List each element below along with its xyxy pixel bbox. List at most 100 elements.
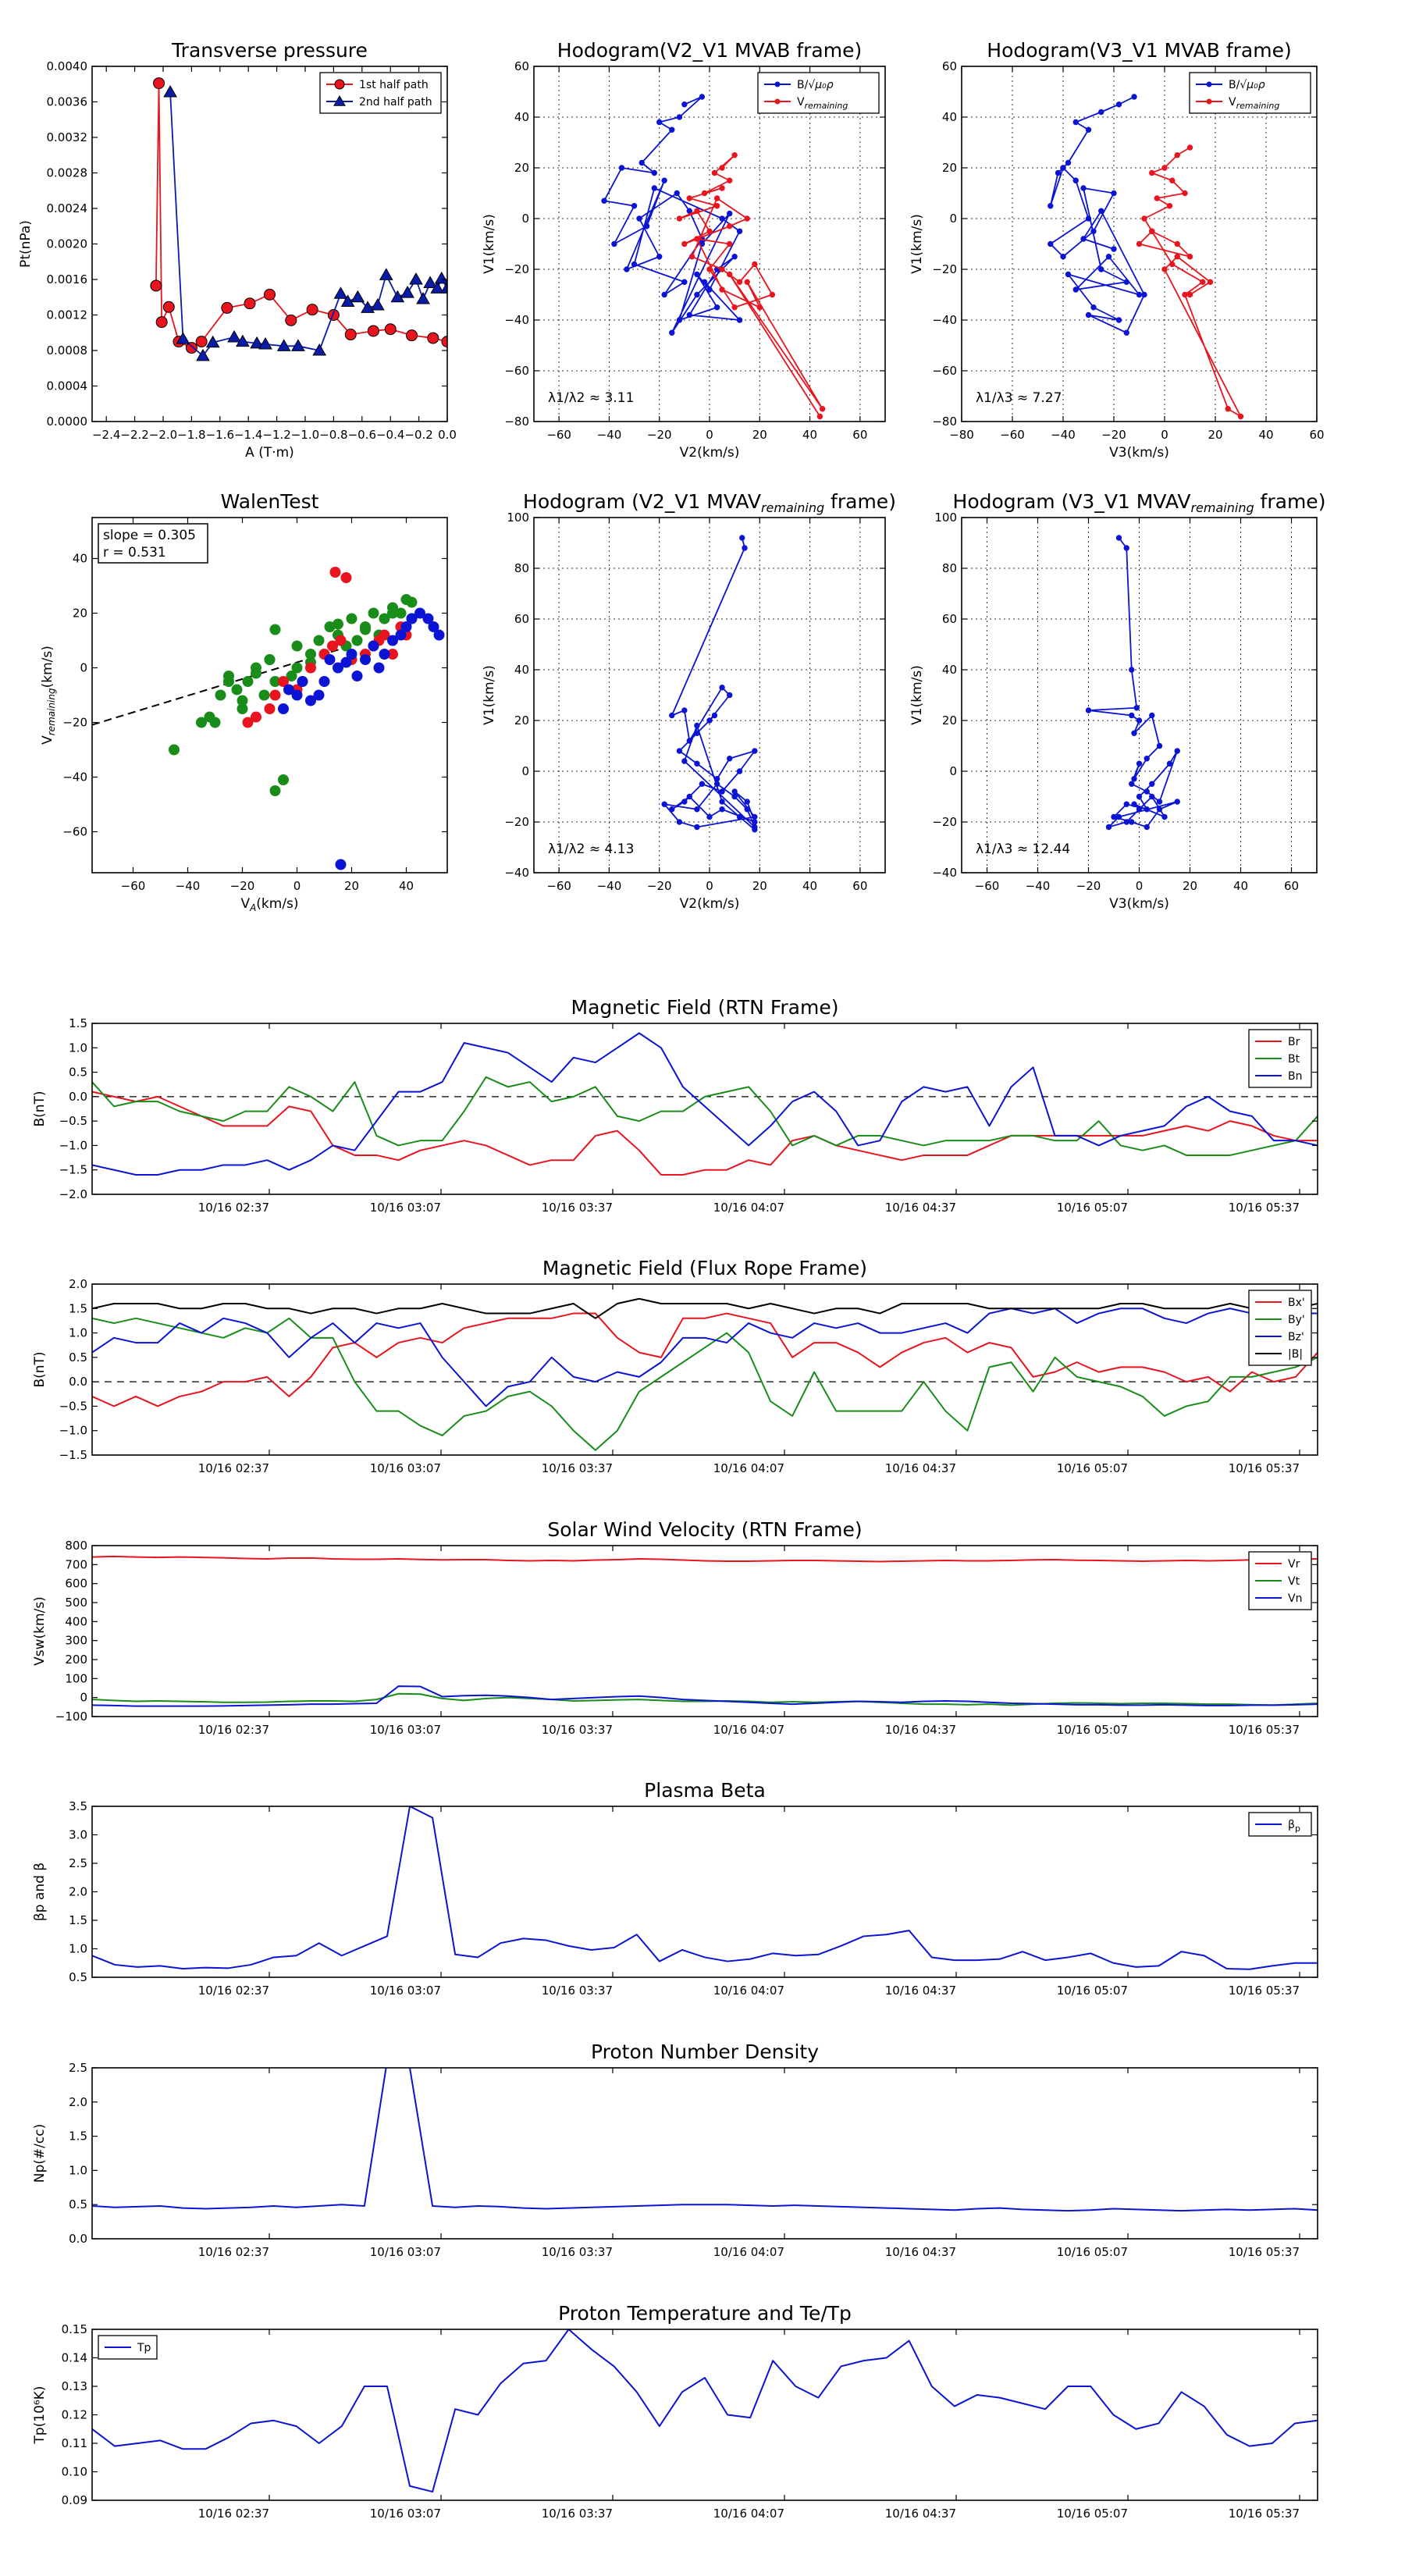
data-point bbox=[706, 286, 713, 293]
legend-item: Vt bbox=[1255, 1575, 1300, 1588]
data-point bbox=[656, 119, 663, 126]
x-tick-label: 20 bbox=[752, 428, 767, 442]
y-tick-label: 0.0004 bbox=[47, 379, 88, 393]
series-V_remaining bbox=[1136, 144, 1244, 420]
x-tick-label: −0.8 bbox=[319, 428, 347, 442]
data-point bbox=[1174, 748, 1180, 754]
data-point bbox=[1174, 152, 1180, 158]
y-tick-label: 3.5 bbox=[69, 1799, 87, 1813]
x-tick-label: 10/16 05:07 bbox=[1057, 1723, 1128, 1737]
legend-marker bbox=[1206, 98, 1212, 105]
data-point bbox=[651, 185, 657, 191]
x-tick-label: 10/16 05:07 bbox=[1057, 2245, 1128, 2259]
y-axis-label: B(nT) bbox=[32, 1091, 48, 1126]
data-point bbox=[387, 635, 398, 646]
y-tick-label: −40 bbox=[932, 313, 957, 327]
x-tick-label: 20 bbox=[1208, 428, 1222, 442]
x-tick-label: 0 bbox=[1161, 428, 1168, 442]
y-tick-label: 500 bbox=[65, 1596, 87, 1610]
x-tick-label: 10/16 05:37 bbox=[1229, 1984, 1300, 1998]
data-point bbox=[251, 662, 261, 674]
legend-label: |B| bbox=[1288, 1348, 1303, 1361]
data-point bbox=[727, 271, 733, 278]
data-point bbox=[423, 276, 438, 289]
chart-p2: Hodogram(V2_V1 MVAB frame) −60 −40 −20 0 20 40… bbox=[482, 39, 886, 461]
x-tick-label: −60 bbox=[546, 428, 571, 442]
data-point bbox=[305, 649, 316, 660]
chart-title: Solar Wind Velocity (RTN Frame) bbox=[547, 1518, 862, 1541]
legend-item: B/√μ₀ρ bbox=[764, 79, 834, 91]
data-point bbox=[333, 286, 348, 299]
data-point bbox=[736, 279, 743, 285]
data-point bbox=[701, 190, 708, 197]
axes-frame bbox=[91, 1545, 1318, 1717]
x-tick-label: 10/16 03:37 bbox=[542, 2507, 613, 2521]
data-point bbox=[638, 159, 645, 166]
data-point bbox=[676, 748, 683, 754]
data-point bbox=[674, 190, 680, 197]
y-tick-label: 600 bbox=[65, 1577, 87, 1591]
legend-label: B/√μ₀ρ bbox=[797, 79, 834, 91]
data-point bbox=[713, 781, 720, 787]
y-tick-label: 0.0036 bbox=[47, 95, 88, 109]
data-point bbox=[731, 152, 738, 158]
data-point bbox=[636, 215, 642, 222]
legend-frame bbox=[757, 72, 880, 114]
data-point bbox=[1136, 806, 1143, 813]
data-point bbox=[694, 236, 700, 242]
x-tick-label: 60 bbox=[852, 879, 867, 893]
y-tick-label: 60 bbox=[942, 59, 957, 73]
series-1 bbox=[242, 567, 412, 728]
series-line bbox=[155, 82, 447, 349]
series-0 bbox=[661, 535, 758, 833]
y-tick-label: 60 bbox=[514, 612, 529, 626]
x-axis-label: V3(km/s) bbox=[1109, 896, 1169, 912]
series-line bbox=[92, 1076, 1318, 1156]
legend-label: Vr bbox=[1288, 1558, 1300, 1571]
series-line bbox=[92, 2068, 1318, 2212]
data-point bbox=[1136, 793, 1143, 800]
data-point bbox=[744, 215, 750, 222]
x-tick-label: 10/16 05:37 bbox=[1229, 2507, 1300, 2521]
axes-frame bbox=[533, 66, 886, 422]
data-point bbox=[699, 94, 706, 100]
data-point bbox=[335, 859, 347, 870]
y-tick-label: −40 bbox=[504, 866, 529, 880]
data-point bbox=[688, 254, 695, 260]
data-point bbox=[739, 535, 745, 541]
y-tick-label: −60 bbox=[932, 364, 957, 378]
y-tick-label: 1.5 bbox=[69, 2129, 87, 2144]
y-tick-label: 40 bbox=[942, 110, 957, 124]
y-tick-label: 2.0 bbox=[69, 1277, 87, 1291]
data-point bbox=[1149, 228, 1155, 234]
data-point bbox=[706, 717, 713, 724]
ratio-annotation: λ1/λ2 ≈ 4.13 bbox=[548, 841, 634, 857]
chart-title: Magnetic Field (RTN Frame) bbox=[571, 996, 839, 1019]
data-point bbox=[1141, 291, 1147, 298]
y-axis-label: Vremaining(km/s) bbox=[40, 646, 57, 745]
legend-item: Vr bbox=[1255, 1558, 1300, 1571]
y-tick-label: 60 bbox=[514, 59, 529, 73]
x-tick-label: 60 bbox=[1284, 879, 1299, 893]
data-point bbox=[1048, 203, 1054, 209]
y-tick-label: −40 bbox=[62, 770, 87, 785]
y-tick-label: 0 bbox=[80, 1691, 87, 1705]
data-point bbox=[727, 210, 733, 217]
y-axis-label: Pt(nPa) bbox=[18, 220, 34, 268]
data-point bbox=[370, 297, 385, 311]
data-point bbox=[244, 297, 256, 310]
data-point bbox=[1149, 793, 1155, 800]
legend: Bx' By' Bz' |B| bbox=[1248, 1290, 1312, 1366]
data-point bbox=[209, 717, 221, 728]
data-point bbox=[1129, 819, 1135, 825]
data-point bbox=[1129, 781, 1135, 787]
data-point bbox=[719, 215, 725, 222]
y-tick-label: 2.0 bbox=[69, 1885, 87, 1899]
data-point bbox=[713, 776, 720, 782]
data-point bbox=[242, 676, 254, 687]
y-tick-label: 0.09 bbox=[62, 2493, 87, 2507]
legend-label: Bz' bbox=[1288, 1331, 1304, 1343]
chart-title: Transverse pressure bbox=[171, 39, 368, 62]
data-point bbox=[1174, 254, 1180, 260]
legend-label: Vn bbox=[1288, 1592, 1302, 1605]
